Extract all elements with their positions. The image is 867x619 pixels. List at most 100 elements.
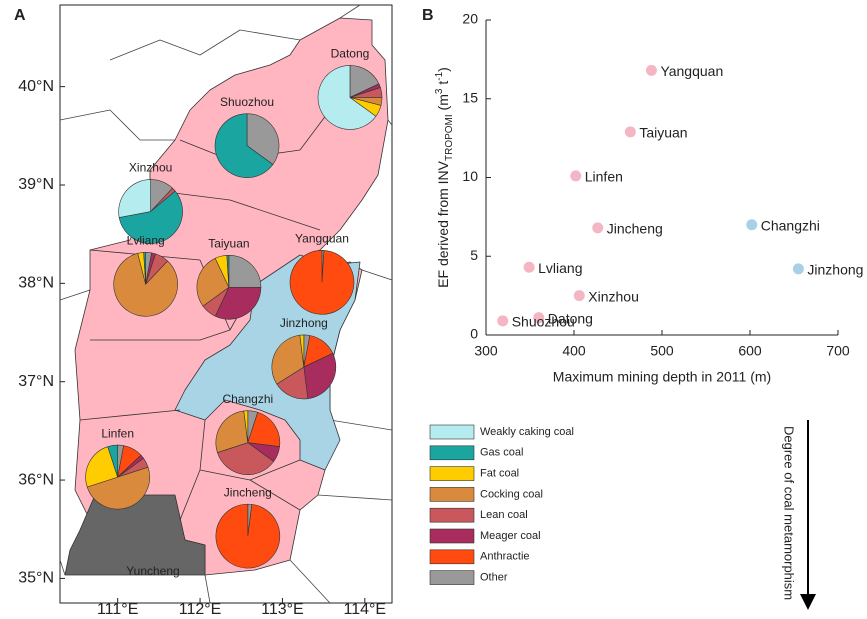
pie-label: Shuozhou <box>220 95 274 109</box>
x-tick-label: 300 <box>474 343 498 359</box>
x-tick-label: 112°E <box>179 601 222 618</box>
panel-label: A <box>14 7 26 24</box>
y-axis-label-part: (m <box>435 94 451 114</box>
point-label: Jincheng <box>607 221 663 237</box>
x-tick-label: 700 <box>826 343 850 359</box>
point-label: Shuozhou <box>512 314 575 330</box>
panel-label: B <box>422 7 434 24</box>
pie-slice <box>196 257 230 307</box>
pie-slice <box>85 446 119 488</box>
x-tick-label: 400 <box>562 343 586 359</box>
point-label: Taiyuan <box>639 125 687 141</box>
point-label: Datong <box>548 310 593 326</box>
pie-label: Jinzhong <box>280 316 328 330</box>
pie-slice <box>228 254 262 288</box>
y-tick-label: 5 <box>470 247 478 263</box>
pie-slice <box>303 352 337 400</box>
pie-label: Datong <box>331 47 370 61</box>
point <box>645 64 657 76</box>
y-tick-label: 15 <box>462 89 478 105</box>
legend-swatch <box>429 549 475 565</box>
point <box>533 312 545 324</box>
y-axis-label-part: ) <box>435 67 451 72</box>
y-tick-label: 10 <box>462 168 478 184</box>
point-label: Yangquan <box>660 63 723 79</box>
point <box>497 315 509 327</box>
point <box>624 126 636 138</box>
point-label: Changzhi <box>761 217 820 233</box>
y-tick-label: 39°N <box>18 176 54 193</box>
map-annotation: Yuncheng <box>126 564 179 578</box>
pie-slice <box>226 254 230 288</box>
pie-slice <box>243 410 249 443</box>
point <box>792 263 804 275</box>
pie-slice <box>107 444 118 478</box>
legend-label: Fat coal <box>480 468 519 480</box>
pie-label: Xinzhou <box>129 161 172 175</box>
y-axis-label-part: 3 <box>434 88 445 94</box>
pie <box>289 250 355 315</box>
pie-slice <box>118 179 151 218</box>
y-axis-label-part: -1 <box>434 71 445 80</box>
pie-slice <box>143 252 146 285</box>
point-label: Xinzhou <box>588 288 639 304</box>
y-axis-label-part: TROPOMI <box>444 114 455 161</box>
pie-slice <box>214 113 274 178</box>
pie-slice <box>217 442 275 475</box>
pie <box>85 444 150 510</box>
x-tick-label: 111°E <box>97 601 138 618</box>
point <box>570 170 582 182</box>
pie-slice <box>246 113 280 165</box>
x-tick-label: 500 <box>650 343 674 359</box>
point <box>746 219 758 231</box>
legend-label: Lean coal <box>480 509 528 521</box>
pie <box>196 254 262 320</box>
x-tick-label: 114°E <box>344 601 387 618</box>
pie <box>215 503 281 569</box>
pie <box>271 334 337 400</box>
pie-slice <box>247 411 281 448</box>
y-tick-label: 35°N <box>18 570 54 587</box>
y-tick-label: 37°N <box>18 373 54 390</box>
pie-slice <box>317 65 377 130</box>
pie-slice <box>289 250 355 315</box>
legend-swatch <box>429 424 475 440</box>
pie-slice <box>215 503 281 569</box>
legend-label: Gas coal <box>480 447 523 459</box>
point-label: Lvliang <box>538 260 582 276</box>
y-axis-label-part: t <box>435 81 451 89</box>
pie <box>214 113 280 178</box>
point-label: Jinzhong <box>807 262 863 278</box>
pie-label: Taiyuan <box>208 236 249 250</box>
pie-slice <box>86 466 150 510</box>
legend-label: Cocking coal <box>480 488 543 500</box>
pie <box>113 252 178 317</box>
y-tick-label: 0 <box>470 326 478 342</box>
pie-slice <box>299 334 305 367</box>
point <box>592 222 604 234</box>
legend-label: Weakly caking coal <box>480 426 574 438</box>
pie-slice <box>214 286 262 320</box>
point-label: Linfen <box>585 169 623 185</box>
y-axis-label: EF derived from INVTROPOMI (m3 t-1) <box>434 67 455 288</box>
point <box>573 290 585 302</box>
y-tick-label: 36°N <box>18 471 54 488</box>
pie-slice <box>118 190 183 244</box>
pie-label: Lvliang <box>127 234 165 248</box>
y-tick-label: 38°N <box>18 275 54 292</box>
legend-label: Anthractie <box>480 551 530 563</box>
legend-swatch <box>429 570 475 585</box>
pie-label: Jincheng <box>224 485 272 499</box>
legend-swatch <box>429 466 475 481</box>
pie <box>118 179 183 244</box>
pie-label: Changzhi <box>222 392 273 406</box>
legend-label: Other <box>480 572 508 584</box>
y-tick-label: 40°N <box>18 78 54 95</box>
x-tick-label: 600 <box>738 343 762 359</box>
pie <box>215 410 281 475</box>
legend-swatch <box>429 507 475 523</box>
point <box>523 261 535 273</box>
y-tick-label: 20 <box>462 11 478 27</box>
legend-swatch <box>429 528 475 544</box>
y-axis-label-part: EF derived from INV <box>435 160 451 287</box>
